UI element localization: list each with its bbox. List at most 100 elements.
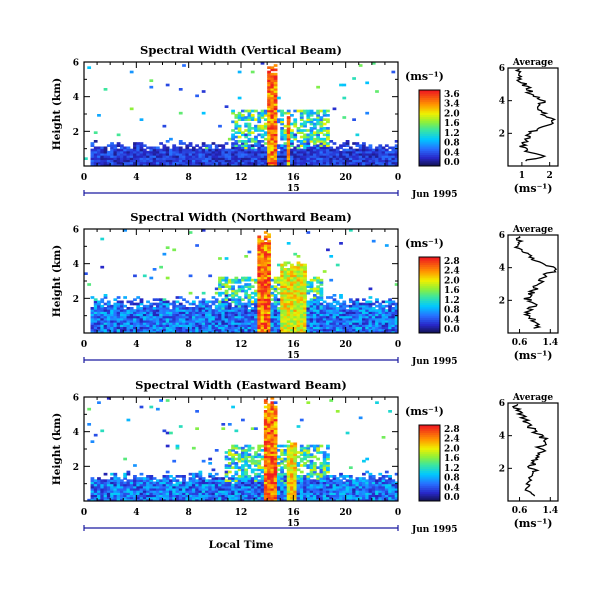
heatmap-cell bbox=[270, 464, 275, 467]
heatmap-cell bbox=[339, 498, 343, 502]
heatmap-cell bbox=[270, 124, 275, 128]
heatmap-cell bbox=[113, 320, 118, 323]
heatmap-cell bbox=[296, 155, 301, 158]
heatmap-cell bbox=[257, 498, 262, 502]
heatmap-cell bbox=[299, 118, 304, 121]
x-tick-label: 16 bbox=[287, 340, 300, 350]
heatmap-cell bbox=[365, 309, 370, 312]
heatmap-cell bbox=[299, 274, 304, 278]
heatmap-cell bbox=[296, 302, 301, 306]
heatmap-cell bbox=[280, 153, 285, 156]
heatmap-cell bbox=[159, 483, 163, 487]
heatmap-cell bbox=[93, 488, 98, 491]
heatmap-cell bbox=[293, 444, 298, 448]
heatmap-cell bbox=[267, 263, 271, 267]
heatmap-cell bbox=[126, 483, 131, 487]
heatmap-cell bbox=[126, 313, 131, 317]
heatmap-cell bbox=[309, 120, 314, 124]
heatmap-cell bbox=[250, 140, 255, 143]
heatmap-cell bbox=[136, 148, 141, 152]
heatmap-cell bbox=[260, 250, 265, 254]
heatmap-cell bbox=[231, 317, 235, 321]
heatmap-cell bbox=[273, 94, 278, 98]
heatmap-cell bbox=[391, 148, 396, 152]
heatmap-cell bbox=[368, 492, 373, 495]
heatmap-cell bbox=[316, 300, 320, 304]
heatmap-cell bbox=[355, 304, 360, 308]
heatmap-cell bbox=[316, 481, 320, 485]
heatmap-cell bbox=[139, 494, 144, 498]
heatmap-cell bbox=[263, 470, 268, 474]
heatmap-cell bbox=[237, 116, 242, 119]
heatmap-cell bbox=[260, 276, 265, 280]
heatmap-cell bbox=[103, 481, 108, 485]
heatmap-cell bbox=[375, 159, 379, 163]
heatmap-cell bbox=[185, 496, 190, 500]
heatmap-cell bbox=[358, 148, 363, 152]
colorbar-tick-label: 1.6 bbox=[444, 119, 460, 129]
heatmap-cell bbox=[106, 490, 111, 493]
heatmap-cell bbox=[116, 477, 121, 480]
heatmap-cell bbox=[273, 328, 278, 332]
heatmap-cell bbox=[198, 320, 203, 323]
heatmap-cell bbox=[159, 157, 163, 160]
heatmap-cell bbox=[290, 322, 294, 325]
heatmap-cell bbox=[254, 109, 258, 113]
heatmap-cell bbox=[263, 468, 268, 472]
heatmap-cell bbox=[182, 155, 186, 158]
heatmap-cell bbox=[306, 496, 311, 500]
heatmap-cell bbox=[312, 490, 317, 493]
heatmap-cell bbox=[129, 492, 134, 495]
heatmap-cell bbox=[257, 492, 262, 495]
heatmap-cell bbox=[388, 302, 392, 306]
heatmap-cell bbox=[90, 317, 95, 321]
heatmap-cell bbox=[368, 163, 373, 167]
heatmap-cell bbox=[178, 315, 183, 319]
heatmap-cell bbox=[250, 446, 255, 450]
heatmap-cell bbox=[211, 326, 216, 330]
heatmap-cell bbox=[339, 157, 343, 160]
heatmap-cell bbox=[227, 322, 232, 325]
heatmap-cell bbox=[365, 488, 370, 491]
heatmap-cell bbox=[303, 498, 307, 502]
heatmap-cell bbox=[358, 144, 363, 147]
heatmap-cell bbox=[267, 410, 271, 413]
heatmap-cell bbox=[316, 302, 320, 306]
heatmap-cell bbox=[247, 490, 252, 493]
heatmap-cell bbox=[348, 153, 353, 156]
heatmap-cell bbox=[312, 122, 317, 126]
heatmap-cell bbox=[316, 451, 320, 454]
heatmap-cell bbox=[133, 477, 137, 480]
heatmap-cell bbox=[322, 313, 327, 317]
heatmap-cell bbox=[345, 317, 350, 321]
heatmap-cell bbox=[195, 313, 199, 317]
heatmap-cell bbox=[342, 494, 347, 498]
heatmap-cell bbox=[165, 320, 170, 323]
heatmap-cell bbox=[195, 315, 199, 319]
heatmap-cell bbox=[283, 326, 288, 330]
heatmap-cell bbox=[322, 129, 327, 132]
heatmap-cell bbox=[276, 330, 281, 334]
heatmap-cell bbox=[273, 135, 278, 139]
heatmap-cell bbox=[175, 300, 180, 304]
heatmap-cell bbox=[270, 153, 275, 156]
heatmap-cell bbox=[299, 470, 304, 474]
heatmap-cell bbox=[178, 304, 183, 308]
heatmap-cell bbox=[270, 328, 275, 332]
heatmap-cell bbox=[100, 146, 105, 150]
heatmap-cell bbox=[237, 498, 242, 502]
heatmap-cell bbox=[273, 436, 278, 439]
heatmap-cell bbox=[254, 481, 258, 485]
heatmap-cell bbox=[286, 472, 291, 476]
heatmap-cell bbox=[365, 492, 370, 495]
heatmap-cell bbox=[371, 324, 376, 327]
heatmap-cell bbox=[254, 494, 258, 498]
heatmap-cell bbox=[378, 494, 383, 498]
heatmap-cell bbox=[384, 157, 389, 160]
heatmap-cell bbox=[355, 485, 360, 489]
heatmap-cell bbox=[195, 498, 199, 502]
heatmap-cell bbox=[267, 466, 271, 469]
heatmap-cell bbox=[152, 268, 157, 271]
heatmap-cell bbox=[267, 109, 271, 113]
heatmap-cell bbox=[198, 481, 203, 485]
